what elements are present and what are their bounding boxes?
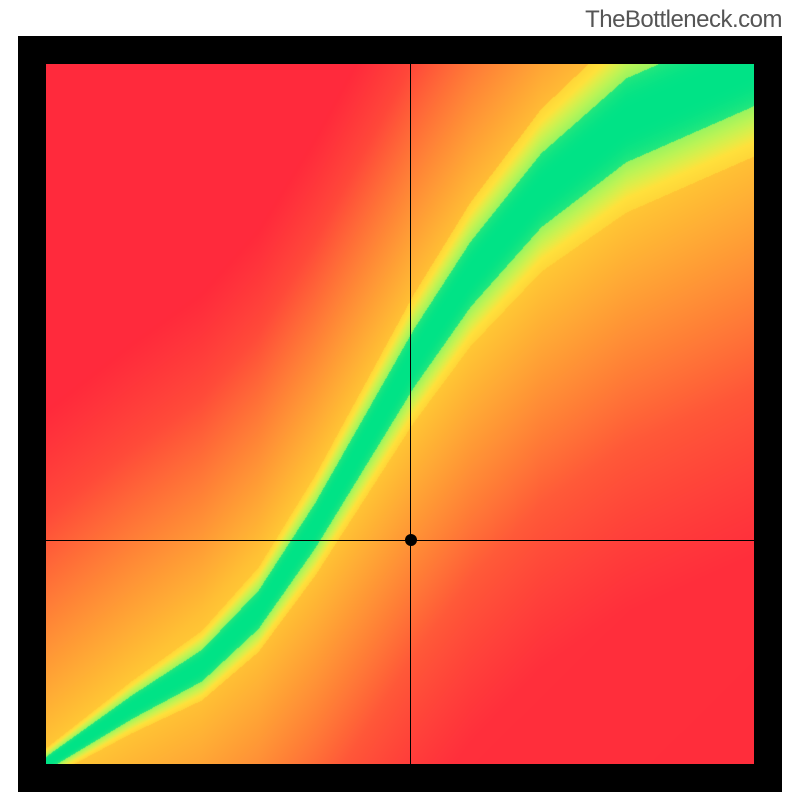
crosshair-horizontal (46, 540, 754, 541)
watermark-text: TheBottleneck.com (585, 6, 782, 34)
crosshair-dot (405, 534, 417, 546)
chart-container: TheBottleneck.com (0, 0, 800, 800)
crosshair-vertical (410, 64, 411, 764)
heatmap-canvas (46, 64, 754, 764)
